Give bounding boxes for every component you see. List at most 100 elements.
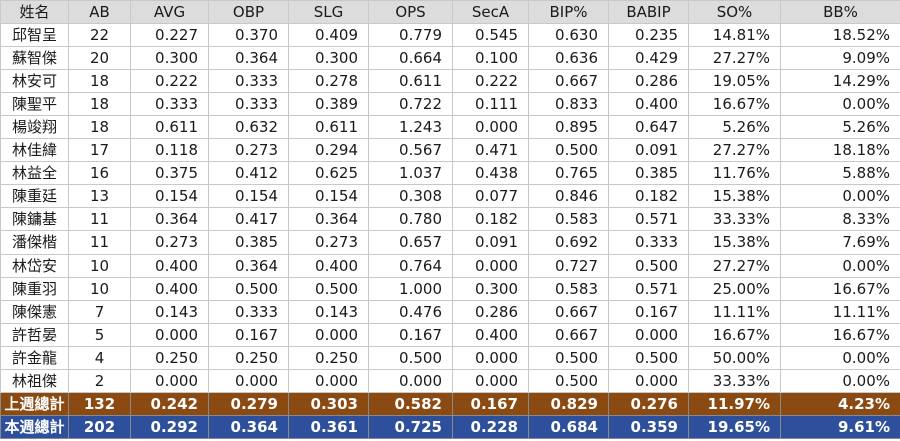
cell-babip: 0.359 xyxy=(608,414,689,439)
cell-ops: 0.000 xyxy=(368,368,453,393)
column-header-obp: OBP xyxy=(208,0,289,25)
cell-ops: 0.582 xyxy=(368,391,453,416)
cell-avg: 0.000 xyxy=(130,368,209,393)
cell-bip-pct: 0.667 xyxy=(528,69,609,94)
table-row: 林安可 18 0.222 0.333 0.278 0.611 0.222 0.667 0.286… xyxy=(0,69,900,94)
cell-seca: 0.000 xyxy=(452,368,529,393)
cell-obp: 0.250 xyxy=(208,345,289,370)
cell-ops: 0.725 xyxy=(368,414,453,439)
cell-ab: 7 xyxy=(68,299,131,324)
cell-so-pct: 11.11% xyxy=(688,299,781,324)
cell-babip: 0.571 xyxy=(608,207,689,232)
cell-bb-pct: 5.26% xyxy=(780,115,900,140)
cell-seca: 0.182 xyxy=(452,207,529,232)
cell-obp: 0.167 xyxy=(208,322,289,347)
table-row: 邱智呈 22 0.227 0.370 0.409 0.779 0.545 0.630 0.235… xyxy=(0,23,900,48)
cell-slg: 0.000 xyxy=(288,322,369,347)
cell-bb-pct: 0.00% xyxy=(780,92,900,117)
cell-name: 林益全 xyxy=(0,161,69,186)
cell-so-pct: 19.05% xyxy=(688,69,781,94)
cell-babip: 0.385 xyxy=(608,161,689,186)
cell-name: 陳鏞基 xyxy=(0,207,69,232)
cell-babip: 0.091 xyxy=(608,138,689,163)
cell-ab: 18 xyxy=(68,69,131,94)
cell-bb-pct: 8.33% xyxy=(780,207,900,232)
column-header-ab: AB xyxy=(68,0,131,25)
cell-slg: 0.625 xyxy=(288,161,369,186)
cell-ops: 0.476 xyxy=(368,299,453,324)
cell-bip-pct: 0.829 xyxy=(528,391,609,416)
cell-slg: 0.361 xyxy=(288,414,369,439)
cell-babip: 0.286 xyxy=(608,69,689,94)
cell-babip: 0.235 xyxy=(608,23,689,48)
summary-rows: 上週總計 132 0.242 0.279 0.303 0.582 0.167 0.829 0.2… xyxy=(0,391,900,439)
column-header-babip: BABIP xyxy=(608,0,689,25)
cell-obp: 0.364 xyxy=(208,414,289,439)
table-row: 許金龍 4 0.250 0.250 0.250 0.500 0.000 0.500 0.500 5… xyxy=(0,345,900,370)
cell-bb-pct: 0.00% xyxy=(780,368,900,393)
cell-avg: 0.242 xyxy=(130,391,209,416)
cell-avg: 0.292 xyxy=(130,414,209,439)
cell-ops: 0.167 xyxy=(368,322,453,347)
cell-so-pct: 16.67% xyxy=(688,322,781,347)
cell-babip: 0.333 xyxy=(608,230,689,255)
cell-avg: 0.000 xyxy=(130,322,209,347)
cell-ops: 0.611 xyxy=(368,69,453,94)
table-row: 陳重廷 13 0.154 0.154 0.154 0.308 0.077 0.846 0.182… xyxy=(0,184,900,209)
cell-so-pct: 14.81% xyxy=(688,23,781,48)
cell-slg: 0.143 xyxy=(288,299,369,324)
cell-bip-pct: 0.500 xyxy=(528,345,609,370)
cell-seca: 0.100 xyxy=(452,46,529,71)
cell-avg: 0.118 xyxy=(130,138,209,163)
cell-seca: 0.091 xyxy=(452,230,529,255)
cell-bip-pct: 0.500 xyxy=(528,368,609,393)
table-row: 潘傑楷 11 0.273 0.385 0.273 0.657 0.091 0.692 0.333… xyxy=(0,230,900,255)
cell-ops: 1.037 xyxy=(368,161,453,186)
cell-so-pct: 16.67% xyxy=(688,92,781,117)
cell-obp: 0.500 xyxy=(208,276,289,301)
cell-bip-pct: 0.636 xyxy=(528,46,609,71)
cell-bb-pct: 14.29% xyxy=(780,69,900,94)
cell-so-pct: 11.76% xyxy=(688,161,781,186)
cell-so-pct: 5.26% xyxy=(688,115,781,140)
cell-ab: 10 xyxy=(68,276,131,301)
cell-babip: 0.500 xyxy=(608,253,689,278)
cell-ab: 22 xyxy=(68,23,131,48)
cell-bip-pct: 0.846 xyxy=(528,184,609,209)
table-row: 林祖傑 2 0.000 0.000 0.000 0.000 0.000 0.500 0.000 3… xyxy=(0,368,900,393)
cell-obp: 0.417 xyxy=(208,207,289,232)
cell-so-pct: 15.38% xyxy=(688,230,781,255)
column-header-so-pct: SO% xyxy=(688,0,781,25)
cell-name: 陳傑憲 xyxy=(0,299,69,324)
cell-slg: 0.250 xyxy=(288,345,369,370)
cell-seca: 0.228 xyxy=(452,414,529,439)
cell-seca: 0.545 xyxy=(452,23,529,48)
table-row: 楊竣翔 18 0.611 0.632 0.611 1.243 0.000 0.895 0.647… xyxy=(0,115,900,140)
cell-so-pct: 19.65% xyxy=(688,414,781,439)
cell-obp: 0.370 xyxy=(208,23,289,48)
cell-bb-pct: 0.00% xyxy=(780,184,900,209)
cell-bip-pct: 0.727 xyxy=(528,253,609,278)
cell-bip-pct: 0.667 xyxy=(528,299,609,324)
cell-name: 林祖傑 xyxy=(0,368,69,393)
cell-ops: 1.000 xyxy=(368,276,453,301)
cell-avg: 0.333 xyxy=(130,92,209,117)
cell-ab: 10 xyxy=(68,253,131,278)
cell-name: 陳重羽 xyxy=(0,276,69,301)
cell-so-pct: 11.97% xyxy=(688,391,781,416)
cell-slg: 0.364 xyxy=(288,207,369,232)
cell-ops: 0.779 xyxy=(368,23,453,48)
cell-bb-pct: 9.61% xyxy=(780,414,900,439)
cell-slg: 0.303 xyxy=(288,391,369,416)
cell-slg: 0.409 xyxy=(288,23,369,48)
cell-obp: 0.279 xyxy=(208,391,289,416)
column-header-avg: AVG xyxy=(130,0,209,25)
cell-so-pct: 27.27% xyxy=(688,138,781,163)
cell-bip-pct: 0.833 xyxy=(528,92,609,117)
column-header-bb-pct: BB% xyxy=(780,0,900,25)
player-rows: 邱智呈 22 0.227 0.370 0.409 0.779 0.545 0.630 0.235… xyxy=(0,23,900,393)
cell-seca: 0.111 xyxy=(452,92,529,117)
cell-ab: 2 xyxy=(68,368,131,393)
cell-ab: 16 xyxy=(68,161,131,186)
cell-babip: 0.500 xyxy=(608,345,689,370)
